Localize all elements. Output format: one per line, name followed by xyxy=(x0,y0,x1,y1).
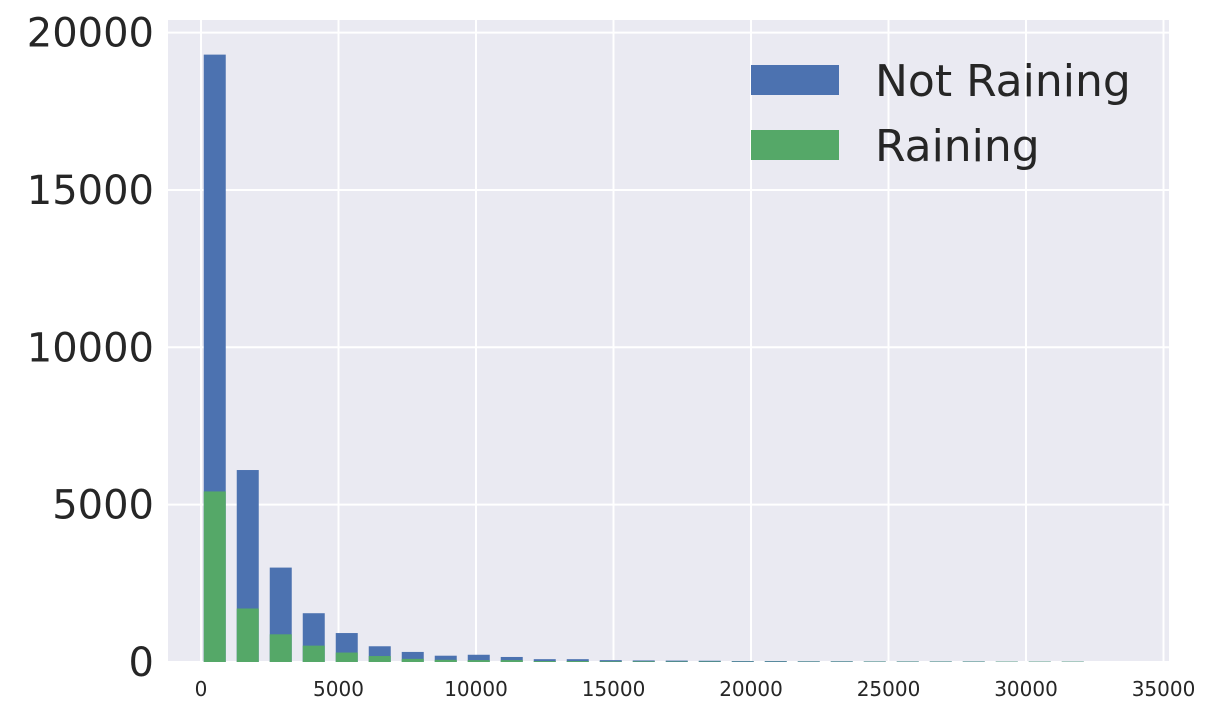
y-tick-label: 5000 xyxy=(52,483,154,529)
bar-not-raining xyxy=(533,659,556,662)
x-tick-label: 5000 xyxy=(313,677,364,701)
bar-raining xyxy=(401,658,424,662)
bar-raining xyxy=(632,661,655,662)
x-tick-label: 35000 xyxy=(1132,677,1196,701)
y-tick-label: 10000 xyxy=(27,325,154,371)
legend-label-raining: Raining xyxy=(875,121,1040,172)
bar-not-raining xyxy=(467,654,490,662)
bar-raining xyxy=(500,660,523,662)
bar-not-raining xyxy=(731,661,754,662)
bar-not-raining xyxy=(830,661,853,662)
bar-raining xyxy=(566,661,589,662)
bar-not-raining xyxy=(764,661,787,662)
x-tick-label: 0 xyxy=(195,677,208,701)
bar-raining xyxy=(368,656,391,662)
bar-raining xyxy=(269,634,292,662)
y-tick-label: 15000 xyxy=(27,168,154,214)
bar-not-raining xyxy=(401,651,424,662)
y-tick-label: 20000 xyxy=(27,11,154,57)
x-tick-label: 25000 xyxy=(857,677,921,701)
legend-swatch-not-raining xyxy=(751,65,839,95)
legend-swatch-raining xyxy=(751,130,839,160)
y-tick-label: 0 xyxy=(129,640,154,686)
x-tick-label: 20000 xyxy=(719,677,783,701)
x-tick-label: 10000 xyxy=(444,677,508,701)
bar-raining xyxy=(467,660,490,662)
plot-area xyxy=(168,20,1169,662)
grid-lines xyxy=(168,20,1169,663)
bar-not-raining xyxy=(500,656,523,662)
bar-raining xyxy=(203,491,226,662)
bar-raining xyxy=(434,659,457,662)
bar-raining xyxy=(335,652,358,662)
legend-label-not-raining: Not Raining xyxy=(875,56,1131,107)
x-tick-label: 30000 xyxy=(994,677,1058,701)
bar-not-raining xyxy=(797,661,820,662)
bar-raining xyxy=(236,608,259,662)
bar-raining xyxy=(302,645,325,662)
bar-not-raining xyxy=(632,660,655,662)
y-axis-ticks: 0 5000 10000 15000 20000 xyxy=(27,11,154,686)
bar-not-raining xyxy=(434,655,457,662)
bar-not-raining xyxy=(566,659,589,662)
bars xyxy=(203,54,1084,662)
bar-raining xyxy=(599,661,622,662)
x-axis-ticks: 0 5000 10000 15000 20000 25000 30000 35000 xyxy=(195,677,1196,701)
legend: Not Raining Raining xyxy=(751,56,1131,172)
bar-not-raining xyxy=(698,660,721,662)
bar-raining xyxy=(533,661,556,662)
bar-not-raining xyxy=(665,660,688,662)
bar-not-raining xyxy=(599,660,622,662)
x-tick-label: 15000 xyxy=(582,677,646,701)
